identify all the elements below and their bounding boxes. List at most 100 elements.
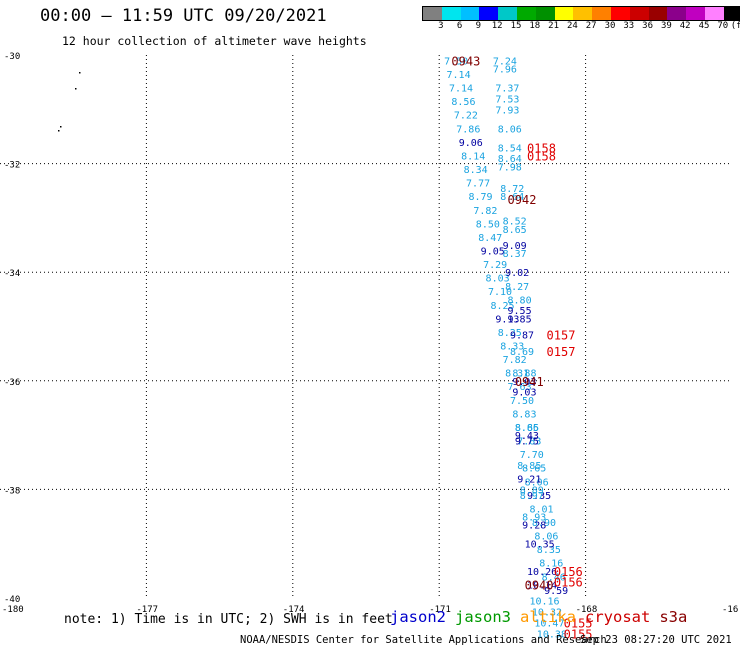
swh-point: 8.97 [520,491,544,502]
y-tick-label: -38 [4,486,20,496]
swh-point: 9.55 [508,306,532,317]
colorbar-swatch [610,7,630,20]
time-label: 0941 [515,375,544,389]
colorbar-swatch [667,7,687,20]
swh-point: 9.43 [515,431,539,442]
colorbar-label: 24 [566,21,578,31]
swh-point: 9.03 [512,377,536,388]
colorbar-label: 33 [623,21,635,31]
swh-point: 7.50 [510,396,534,407]
time-label: 0158 [527,141,556,155]
land-dot [60,126,62,128]
time-label: 0943 [451,54,480,68]
swh-point: 7.29 [483,260,507,271]
swh-point: 7.83 [517,437,541,448]
swh-point: 7.86 [456,124,480,135]
swh-point: 9.28 [522,521,546,532]
swh-point: 10.14 [527,580,557,591]
swh-point: 8.16 [539,559,563,570]
chart-subtitle: 12 hour collection of altimeter wave hei… [62,34,367,48]
colorbar-swatch [516,7,536,20]
swh-point: 8.27 [505,282,529,293]
swh-point: 8.72 [500,184,524,195]
swh-point: 10.47 [534,618,564,629]
swh-point: 9.05 [481,246,505,257]
colorbar-swatch [686,7,705,20]
swh-point: 7.53 [495,94,519,105]
swh-point: 8.56 [451,97,475,108]
swh-point: 8.33 [500,342,524,353]
swh-point: 8.31 [505,369,529,380]
swh-point: 10.35 [525,540,555,551]
colorbar-swatch [704,7,724,20]
colorbar-label: 27 [585,21,597,31]
colorbar-swatch [535,7,555,20]
swh-point: 8.90 [532,518,556,529]
satellite-legend-item: jason3 [455,608,511,626]
y-tick-label: -34 [4,269,20,279]
time-label: 0157 [547,345,576,359]
swh-point: 8.85 [515,423,539,434]
swh-point: 9.06 [459,138,483,149]
colorbar-label: 21 [548,21,560,31]
colorbar-label: 12 [491,21,503,31]
swh-point: 7.22 [454,111,478,122]
colorbar-swatch [460,7,480,20]
land-dot [75,88,77,90]
colorbar-swatch [648,7,668,20]
swh-point: 8.06 [525,477,549,488]
x-tick-label: -174 [283,605,305,615]
time-label: 0942 [508,193,537,207]
swh-point: 7.98 [498,162,522,173]
colorbar-label: 18 [529,21,541,31]
swh-point: 8.64 [498,154,522,165]
colorbar-label: 15 [510,21,522,31]
y-tick-label: -40 [4,595,20,605]
swh-point: 8.65 [503,225,527,236]
swh-point: 9.75 [515,437,539,448]
time-label: 0157 [547,329,576,343]
colorbar-label: 36 [642,21,654,31]
x-tick-label: -177 [136,605,158,615]
swh-point: 8.79 [468,192,492,203]
swh-point: 8.69 [510,347,534,358]
footnote: note: 1) Time is in UTC; 2) SWH is in fe… [64,612,393,627]
swh-point: 8.06 [534,532,558,543]
satellite-legend-item: cryosat [585,608,651,626]
colorbar-label: 3 [438,21,444,31]
satellite-legend-item: jason2 [390,608,446,626]
swh-point: 9.02 [505,268,529,279]
time-label: 0940 [525,578,554,592]
colorbar [422,6,740,21]
swh-point: 7.96 [493,65,517,76]
swh-point: 8.06 [498,124,522,135]
swh-point: 8.85 [517,461,541,472]
time-label: 0156 [554,565,583,579]
swh-point: 9.03 [512,388,536,399]
colorbar-label: 30 [604,21,616,31]
swh-point: 8.50 [476,219,500,230]
swh-point: 8.25 [498,328,522,339]
swh-point: 9.59 [544,586,568,597]
swh-point: 7.24 [493,56,517,67]
time-label: 0156 [554,576,583,590]
colorbar-label: 9 [475,21,482,31]
credit-line: NOAA/NESDIS Center for Satellite Applica… [240,634,607,646]
swh-point: 8.46 [542,572,566,583]
colorbar-swatch [441,7,461,20]
swh-point: 8.64 [500,192,524,203]
colorbar-label: 6 [456,21,463,31]
colorbar-label: 39 [660,21,672,31]
swh-point: 8.14 [461,151,485,162]
swh-point: 8.01 [529,504,553,515]
x-tick-label: -168 [576,605,598,615]
colorbar-label: 70 [717,21,729,31]
swh-point: 9.13 [495,314,519,325]
satellite-legend-item: s3a [659,608,688,626]
colorbar-swatch [592,7,611,20]
swh-point: 8.03 [486,274,510,285]
swh-point: 8.89 [520,485,544,496]
swh-point: 7.10 [488,287,512,298]
colorbar-swatch [554,7,574,20]
